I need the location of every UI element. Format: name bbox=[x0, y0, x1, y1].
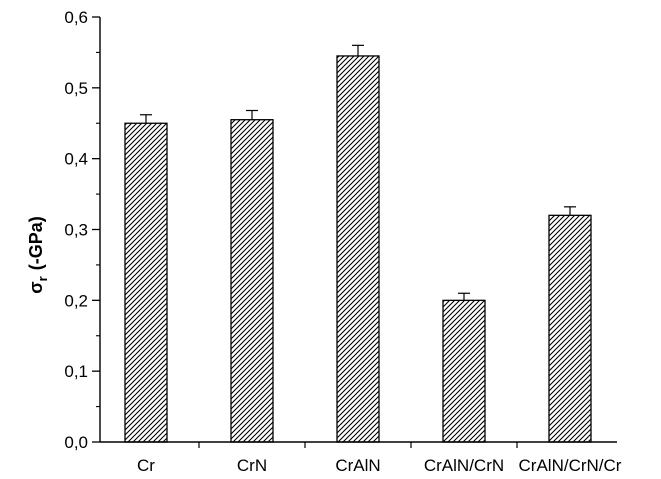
bar bbox=[442, 299, 486, 443]
x-tick-label: CrAlN/CrN bbox=[424, 456, 504, 475]
bar bbox=[336, 55, 380, 443]
y-tick-label: 0,1 bbox=[64, 362, 88, 381]
y-tick-label: 0,4 bbox=[64, 150, 88, 169]
plot-area: 0,0 0,1 0,2 0,3 0,4 0,5 0,6 Cr CrN CrAlN CrAlN/CrN… bbox=[64, 8, 621, 475]
y-axis-label-subscript: r bbox=[35, 276, 50, 281]
y-axis-label-unit: (-GPa) bbox=[26, 216, 46, 270]
bar bbox=[230, 119, 274, 443]
y-tick-label: 0,5 bbox=[64, 79, 88, 98]
x-tick-label: CrAlN bbox=[335, 456, 380, 475]
y-tick-label: 0,0 bbox=[64, 433, 88, 452]
x-tick-label: Cr bbox=[137, 456, 155, 475]
y-axis-label-symbol: σ bbox=[26, 281, 46, 293]
y-tick-label: 0,2 bbox=[64, 291, 88, 310]
bar bbox=[124, 122, 168, 443]
x-tick-label: CrN bbox=[237, 456, 267, 475]
y-axis-label: σr (-GPa) bbox=[26, 216, 50, 293]
y-tick-label: 0,6 bbox=[64, 8, 88, 27]
y-tick-label: 0,3 bbox=[64, 221, 88, 240]
bar bbox=[548, 214, 592, 443]
x-tick-label: CrAlN/CrN/Cr bbox=[519, 456, 622, 475]
